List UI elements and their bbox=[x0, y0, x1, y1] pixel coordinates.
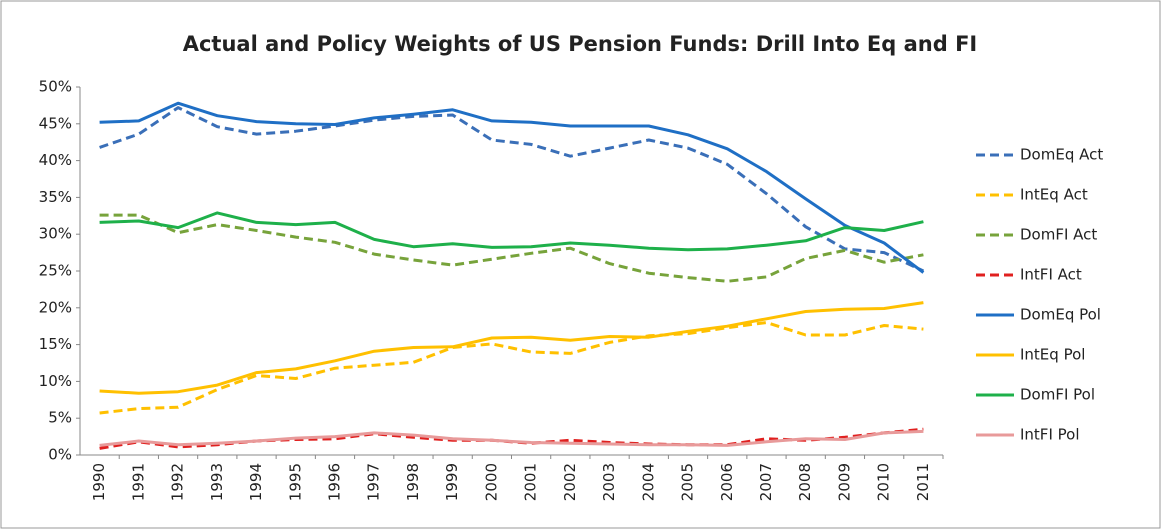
y-tick-label: 30% bbox=[39, 225, 72, 243]
x-tick-label: 2005 bbox=[679, 463, 697, 501]
series-line bbox=[99, 429, 924, 447]
x-tick-label: 2008 bbox=[796, 463, 814, 501]
y-tick-label: 45% bbox=[39, 114, 72, 132]
x-tick-label: 2007 bbox=[757, 463, 775, 501]
x-tick-label: 2009 bbox=[835, 463, 853, 501]
legend-label: DomEq Pol bbox=[1020, 306, 1101, 324]
y-tick-label: 0% bbox=[48, 446, 72, 464]
x-tick-label: 2010 bbox=[875, 463, 893, 501]
series-line bbox=[99, 106, 925, 273]
legend-label: IntEq Act bbox=[1020, 186, 1088, 204]
x-tick-label: 1994 bbox=[247, 463, 265, 501]
x-tick-label: 1991 bbox=[129, 463, 147, 501]
y-tick-label: 15% bbox=[39, 335, 72, 353]
x-tick-label: 1999 bbox=[443, 463, 461, 501]
y-tick-label: 10% bbox=[39, 372, 72, 390]
x-tick-label: 2000 bbox=[482, 463, 500, 501]
legend-label: DomFI Pol bbox=[1020, 386, 1095, 404]
series-line bbox=[99, 213, 924, 283]
chart-title: Actual and Policy Weights of US Pension … bbox=[183, 32, 978, 56]
legend-label: IntFI Pol bbox=[1020, 426, 1080, 444]
y-tick-label: 40% bbox=[39, 151, 72, 169]
series-line bbox=[99, 211, 924, 252]
legend-label: DomFI Act bbox=[1020, 226, 1097, 244]
x-tick-label: 2002 bbox=[561, 463, 579, 501]
series-line bbox=[99, 321, 924, 415]
y-tick-label: 5% bbox=[48, 409, 72, 427]
x-tick-label: 1995 bbox=[286, 463, 304, 501]
y-tick-label: 35% bbox=[39, 188, 72, 206]
y-tick-label: 20% bbox=[39, 298, 72, 316]
legend-label: DomEq Act bbox=[1020, 146, 1103, 164]
x-tick-label: 2003 bbox=[600, 463, 618, 501]
x-tick-label: 1990 bbox=[90, 463, 108, 501]
x-tick-label: 2004 bbox=[639, 463, 657, 501]
x-tick-label: 2011 bbox=[914, 463, 932, 501]
legend-label: IntFI Act bbox=[1020, 266, 1082, 284]
x-tick-label: 1992 bbox=[169, 463, 187, 501]
x-tick-label: 1996 bbox=[325, 463, 343, 501]
y-tick-label: 50% bbox=[39, 78, 72, 96]
x-tick-label: 1997 bbox=[365, 463, 383, 501]
series-line bbox=[99, 301, 924, 395]
x-tick-label: 1998 bbox=[404, 463, 422, 501]
x-tick-label: 1993 bbox=[208, 463, 226, 501]
x-tick-label: 2001 bbox=[522, 463, 540, 501]
series-line bbox=[99, 101, 925, 274]
x-tick-label: 2006 bbox=[718, 463, 736, 501]
y-tick-label: 25% bbox=[39, 262, 72, 280]
legend-label: IntEq Pol bbox=[1020, 346, 1085, 364]
